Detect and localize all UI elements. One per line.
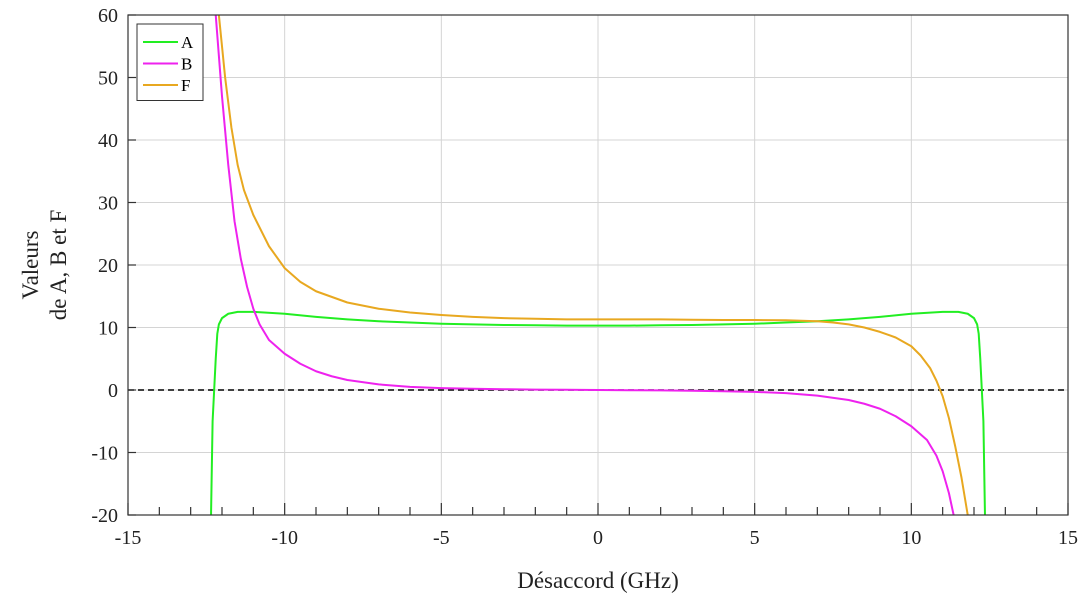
x-tick-label: 15: [1058, 527, 1078, 549]
x-axis-title: Désaccord (GHz): [517, 568, 679, 593]
legend-label-b: B: [181, 55, 192, 74]
series: [210, 15, 986, 515]
x-tick-label: 5: [750, 527, 760, 549]
y-tick-label: 40: [98, 130, 118, 152]
series-line-b: [214, 15, 955, 515]
y-tick-label: -10: [91, 443, 118, 465]
y-tick-label: 50: [98, 68, 118, 90]
legend-box: [136, 23, 204, 101]
y-tick-label: 20: [98, 255, 118, 277]
y-tick-label: 30: [98, 193, 118, 215]
y-tick-label: 60: [98, 5, 118, 27]
axes: [127, 14, 1069, 516]
x-tick-label: 10: [901, 527, 921, 549]
y-tick-label: -20: [91, 505, 118, 527]
series-line-f: [217, 15, 969, 515]
x-tick-label: -5: [433, 527, 450, 549]
legend: ABF: [136, 23, 204, 101]
x-tick-label: -15: [115, 527, 142, 549]
y-axis-title: Valeurs de A, B et F: [18, 210, 71, 321]
y-tick-label: 0: [108, 380, 118, 402]
series-line-a: [210, 310, 986, 515]
legend-label-a: A: [181, 33, 194, 52]
y-axis-title-line-1: Valeurs: [18, 230, 43, 299]
tick-labels: -15 -10 -5 0 5 10 15 -20 -10 0 10 20 30 40 50 60: [91, 5, 1078, 549]
x-tick-label: -10: [271, 527, 298, 549]
legend-label-f: F: [181, 76, 190, 95]
x-tick-label: 0: [593, 527, 603, 549]
y-tick-label: 10: [98, 318, 118, 340]
y-axis-title-line-2: de A, B et F: [46, 210, 71, 321]
